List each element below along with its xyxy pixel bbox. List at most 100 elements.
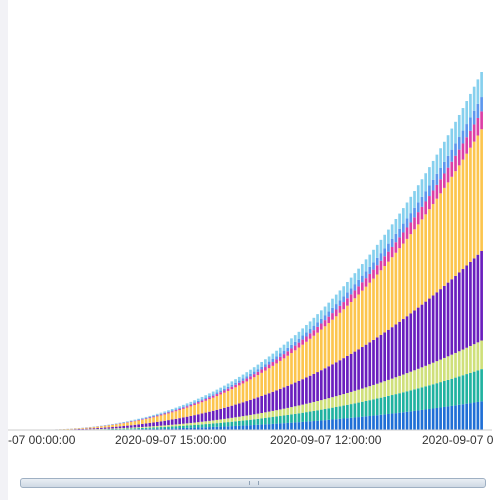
bar-segment xyxy=(476,117,480,136)
bar-segment xyxy=(308,321,312,330)
bar-segment xyxy=(401,208,405,224)
bar-segment xyxy=(334,396,338,407)
bar-segment xyxy=(383,266,387,333)
bar-segment xyxy=(241,378,245,381)
bar-segment xyxy=(264,394,267,413)
bar-segment xyxy=(185,406,189,408)
bar-segment xyxy=(323,306,327,316)
bar-segment xyxy=(260,395,263,413)
bar-segment xyxy=(353,351,357,391)
bar-segment xyxy=(331,298,334,308)
bar-segment xyxy=(152,427,155,429)
bar-segment xyxy=(226,422,230,427)
bar-segment xyxy=(278,360,282,389)
scrollbar-thumb[interactable] xyxy=(21,479,485,487)
bar-segment xyxy=(394,324,398,378)
bar-segment xyxy=(118,426,122,429)
bar-segment xyxy=(327,398,331,409)
bar-segment xyxy=(196,400,200,403)
bar-segment xyxy=(442,381,446,407)
bar-segment xyxy=(290,353,293,385)
bar-segment xyxy=(200,424,204,428)
bar-segment xyxy=(170,424,174,427)
bar-segment xyxy=(424,191,428,202)
bar-segment xyxy=(200,396,204,400)
bar-segment xyxy=(439,359,442,383)
bar-segment xyxy=(375,257,379,266)
bar-segment xyxy=(122,428,126,429)
bar-segment xyxy=(439,179,442,194)
bar-segment xyxy=(163,425,167,427)
bar-segment xyxy=(204,424,208,428)
bar-segment xyxy=(260,369,263,373)
bar-segment xyxy=(416,202,420,213)
bar-segment xyxy=(204,427,208,430)
bar-segment xyxy=(450,176,454,280)
bar-segment xyxy=(170,426,174,429)
bar-segment xyxy=(129,421,133,426)
bar-segment xyxy=(252,414,256,420)
bar-segment xyxy=(454,275,457,353)
bar-segment xyxy=(133,427,137,429)
bar-segment xyxy=(196,403,200,415)
bar-segment xyxy=(375,265,379,275)
bar-segment xyxy=(219,422,222,427)
bar-segment xyxy=(260,412,263,419)
bar-segment xyxy=(223,418,226,423)
bar-segment xyxy=(223,422,226,427)
bar-segment xyxy=(327,408,331,420)
bar-segment xyxy=(170,419,174,425)
bar-segment xyxy=(353,290,357,299)
bar-segment xyxy=(409,222,413,235)
bar-segment xyxy=(144,417,148,419)
bar-segment xyxy=(346,298,349,306)
bar-segment xyxy=(204,412,208,422)
bar-segment xyxy=(375,398,379,416)
bar-segment xyxy=(196,402,200,404)
bar-segment xyxy=(223,385,226,389)
bar-segment xyxy=(439,193,442,290)
bar-segment xyxy=(182,427,185,430)
bar-segment xyxy=(122,425,126,428)
bar-segment xyxy=(401,232,405,244)
bar-segment xyxy=(230,389,234,406)
bar-segment xyxy=(264,412,267,418)
bar-segment xyxy=(387,395,390,414)
bar-segment xyxy=(405,238,409,317)
bar-segment xyxy=(275,359,278,364)
bar-segment xyxy=(230,405,234,418)
bar-segment xyxy=(167,412,170,414)
bar-segment xyxy=(290,407,293,415)
bar-segment xyxy=(416,388,420,411)
bar-segment xyxy=(327,419,331,430)
bar-segment xyxy=(297,338,301,343)
bar-segment xyxy=(308,375,312,403)
bar-segment xyxy=(163,411,167,413)
bar-segment xyxy=(446,356,450,380)
bar-segment xyxy=(196,398,200,401)
bar-segment xyxy=(338,290,342,301)
bar-segment xyxy=(334,406,338,420)
bar-segment xyxy=(368,282,372,343)
bar-segment xyxy=(394,233,398,243)
bar-segment xyxy=(223,390,226,393)
bar-segment xyxy=(152,417,155,423)
bar-segment xyxy=(469,261,472,346)
bar-segment xyxy=(88,427,92,429)
bar-segment xyxy=(346,292,349,299)
bar-segment xyxy=(163,426,167,429)
bar-segment xyxy=(323,315,327,321)
bar-segment xyxy=(200,413,204,422)
bar-segment xyxy=(96,426,99,429)
bar-segment xyxy=(327,302,331,312)
bar-segment xyxy=(137,420,140,421)
bar-segment xyxy=(305,332,308,337)
bar-segment xyxy=(77,429,81,430)
x-axis-scrollbar[interactable] xyxy=(20,478,486,488)
bar-segment xyxy=(234,387,237,405)
bar-segment xyxy=(398,321,401,376)
bar-segment xyxy=(357,417,360,430)
bar-segment xyxy=(208,423,211,428)
bar-segment xyxy=(167,426,170,429)
bar-segment xyxy=(297,380,301,406)
